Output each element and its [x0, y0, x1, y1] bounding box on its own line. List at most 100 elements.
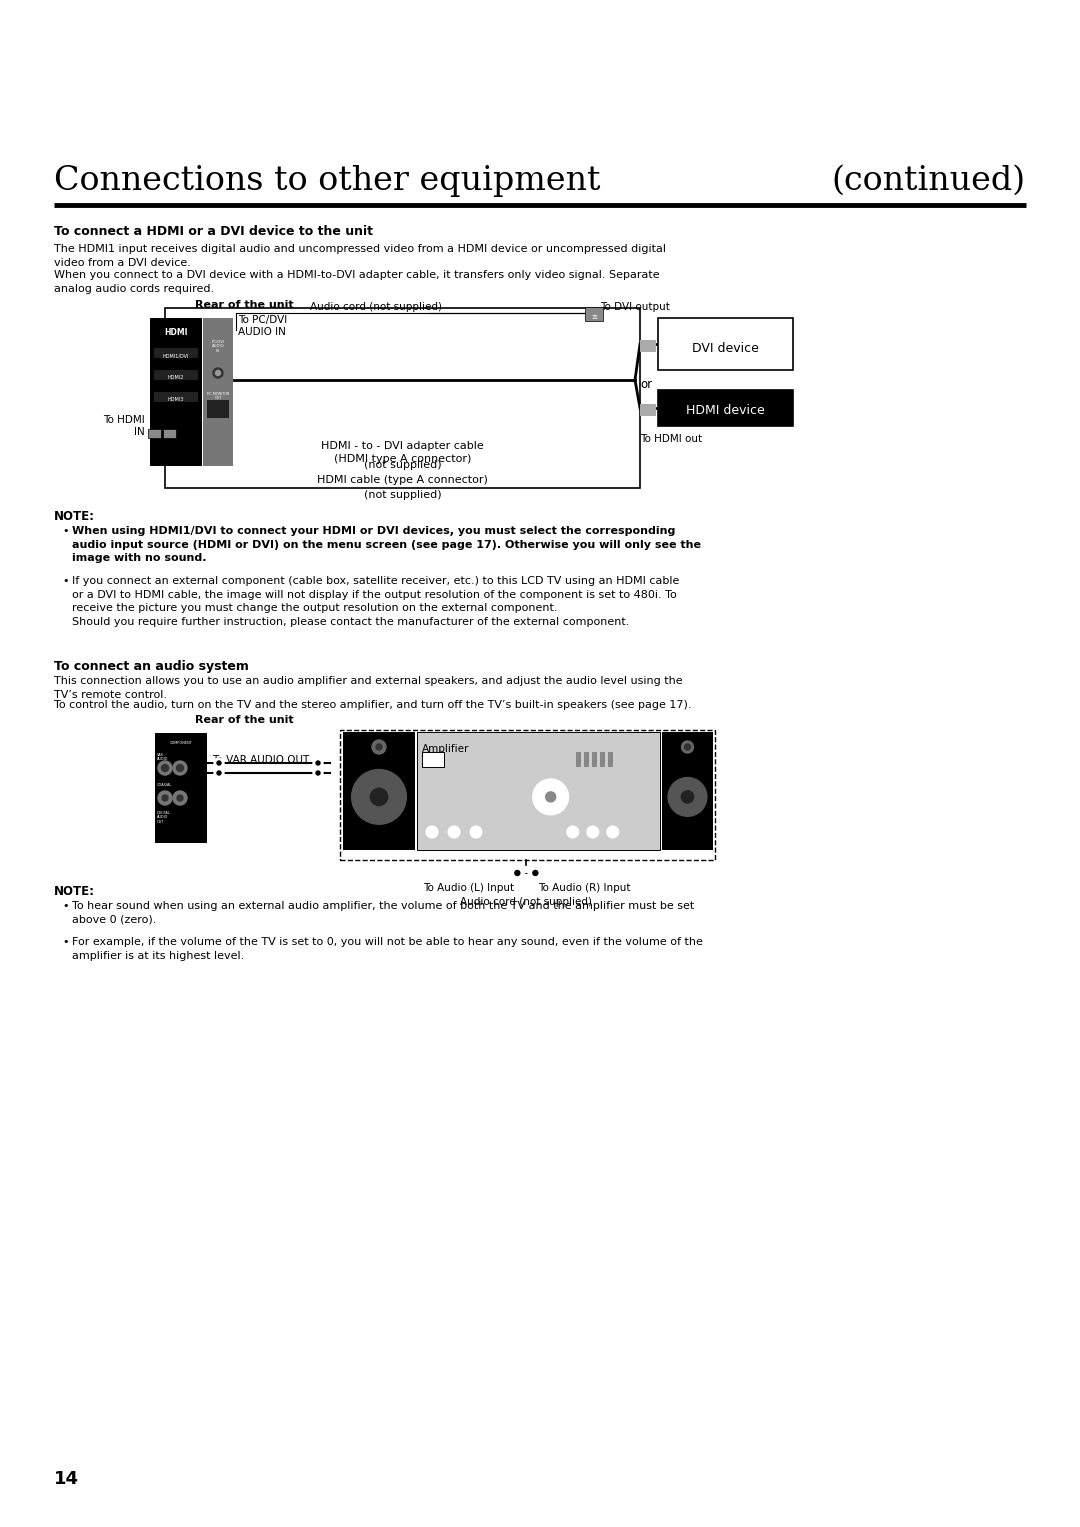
Bar	[592, 751, 596, 767]
Bar	[165, 308, 640, 489]
Text: NOTE:: NOTE:	[54, 886, 95, 898]
Bar	[156, 733, 207, 843]
Text: HDMI2: HDMI2	[167, 376, 185, 380]
Text: Rear of the unit: Rear of the unit	[195, 715, 294, 725]
Bar	[599, 751, 605, 767]
Bar	[343, 731, 415, 851]
Text: To PC/DVI
AUDIO IN: To PC/DVI AUDIO IN	[238, 315, 287, 337]
Bar	[203, 318, 233, 466]
Text: COMPONENT: COMPONENT	[170, 741, 192, 745]
Text: •: •	[62, 938, 68, 947]
Text: NOTE:: NOTE:	[54, 510, 95, 524]
Circle shape	[448, 826, 460, 838]
Circle shape	[545, 793, 555, 802]
Bar	[658, 389, 793, 426]
Circle shape	[567, 826, 579, 838]
Circle shape	[214, 768, 224, 777]
Text: PC MONITOR
OUT: PC MONITOR OUT	[206, 392, 229, 400]
Text: HDMI cable (type A connector): HDMI cable (type A connector)	[318, 475, 488, 486]
Text: Audio cord (not supplied): Audio cord (not supplied)	[310, 302, 442, 312]
Circle shape	[372, 741, 386, 754]
Bar	[585, 307, 603, 321]
Text: To connect a HDMI or a DVI device to the unit: To connect a HDMI or a DVI device to the…	[54, 224, 373, 238]
Text: (not supplied): (not supplied)	[364, 490, 442, 499]
Text: HDMI3: HDMI3	[167, 397, 185, 402]
Circle shape	[158, 791, 172, 805]
Circle shape	[681, 791, 693, 803]
Bar	[163, 429, 176, 438]
Text: To control the audio, turn on the TV and the stereo amplifier, and turn off the : To control the audio, turn on the TV and…	[54, 699, 691, 710]
Bar	[154, 370, 198, 380]
Circle shape	[426, 826, 438, 838]
Circle shape	[515, 870, 519, 875]
Text: •: •	[62, 576, 68, 586]
Circle shape	[316, 760, 320, 765]
Text: Audio cord (not supplied): Audio cord (not supplied)	[460, 896, 592, 907]
Text: HDMI - to - DVI adapter cable
(HDMI type A connector): HDMI - to - DVI adapter cable (HDMI type…	[321, 441, 484, 464]
Circle shape	[352, 770, 406, 825]
Text: DVI device: DVI device	[692, 342, 759, 354]
Text: The HDMI1 input receives digital audio and uncompressed video from a HDMI device: The HDMI1 input receives digital audio a…	[54, 244, 666, 267]
Bar	[583, 751, 589, 767]
Circle shape	[162, 765, 168, 771]
Circle shape	[376, 744, 382, 750]
Text: HDMI: HDMI	[164, 328, 188, 337]
Bar	[658, 318, 793, 370]
Text: HDMI device: HDMI device	[686, 405, 765, 417]
Text: To HDMI
IN: To HDMI IN	[104, 415, 145, 437]
Circle shape	[177, 796, 183, 802]
Text: This connection allows you to use an audio amplifier and external speakers, and : This connection allows you to use an aud…	[54, 676, 683, 699]
Circle shape	[313, 768, 323, 777]
Text: •: •	[62, 525, 68, 536]
Circle shape	[532, 779, 569, 815]
Text: Amplifier: Amplifier	[422, 744, 470, 754]
Text: To connect an audio system: To connect an audio system	[54, 660, 248, 673]
Text: •: •	[62, 901, 68, 912]
Circle shape	[173, 760, 187, 776]
Text: Connections to other equipment: Connections to other equipment	[54, 165, 600, 197]
Text: To HDMI out: To HDMI out	[640, 434, 702, 444]
Circle shape	[470, 826, 482, 838]
Bar	[576, 751, 581, 767]
Text: ≡: ≡	[591, 315, 597, 321]
Circle shape	[173, 791, 187, 805]
Circle shape	[511, 866, 525, 880]
Text: When you connect to a DVI device with a HDMI-to-DVI adapter cable, it transfers : When you connect to a DVI device with a …	[54, 270, 660, 293]
Text: To Audio (L) Input: To Audio (L) Input	[423, 883, 514, 893]
Bar	[340, 730, 715, 860]
Circle shape	[370, 788, 388, 806]
Bar	[154, 392, 198, 402]
Circle shape	[213, 368, 222, 379]
Circle shape	[158, 760, 172, 776]
Circle shape	[607, 826, 619, 838]
Bar	[422, 751, 444, 767]
Circle shape	[214, 757, 224, 768]
Circle shape	[216, 371, 220, 376]
Text: (continued): (continued)	[832, 165, 1026, 197]
Bar	[148, 429, 161, 438]
Text: If you connect an external component (cable box, satellite receiver, etc.) to th: If you connect an external component (ca…	[72, 576, 679, 626]
Text: For example, if the volume of the TV is set to 0, you will not be able to hear a: For example, if the volume of the TV is …	[72, 938, 703, 960]
Bar	[417, 731, 660, 851]
Text: 14: 14	[54, 1471, 79, 1487]
Circle shape	[313, 757, 323, 768]
Text: VAR
AUDIO: VAR AUDIO	[157, 753, 168, 762]
Bar	[150, 318, 202, 466]
Circle shape	[586, 826, 598, 838]
Text: HDMI1/DVI: HDMI1/DVI	[163, 353, 189, 357]
Text: To VAR AUDIO OUT: To VAR AUDIO OUT	[212, 754, 309, 765]
Circle shape	[528, 866, 542, 880]
Text: DIGITAL
AUDIO
OUT: DIGITAL AUDIO OUT	[157, 811, 171, 823]
Text: Rear of the unit: Rear of the unit	[195, 299, 294, 310]
Bar	[640, 405, 656, 415]
Text: (not supplied): (not supplied)	[364, 460, 442, 470]
Bar	[608, 751, 612, 767]
Bar	[662, 731, 713, 851]
Circle shape	[685, 744, 690, 750]
Text: To hear sound when using an external audio amplifier, the volume of both the TV : To hear sound when using an external aud…	[72, 901, 694, 925]
Bar	[207, 400, 229, 418]
Bar	[640, 341, 656, 353]
Circle shape	[217, 760, 221, 765]
Text: COAXIAL: COAXIAL	[157, 783, 173, 786]
Circle shape	[217, 771, 221, 776]
